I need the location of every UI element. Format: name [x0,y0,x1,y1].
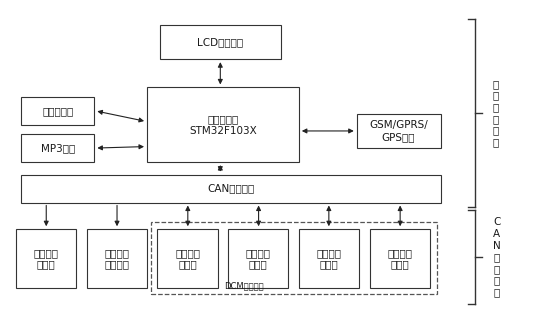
Bar [357,114,440,148]
Text: 左后门控
制节点: 左后门控 制节点 [317,248,342,270]
Bar [228,229,288,288]
Bar [21,175,440,203]
Text: CAN通信模块: CAN通信模块 [207,183,255,194]
Text: 切断油路
控制节点: 切断油路 控制节点 [104,248,129,270]
Text: 左前门控
制节点: 左前门控 制节点 [175,248,200,270]
Bar [16,229,76,288]
Text: 中
央
控
制
单
元: 中 央 控 制 单 元 [493,79,499,147]
Text: 发电机控
制节点: 发电机控 制节点 [34,248,58,270]
Bar [160,25,280,59]
Text: GSM/GPRS/
GPS模块: GSM/GPRS/ GPS模块 [369,120,428,142]
Bar [147,87,299,162]
Bar [370,229,430,288]
Text: DCM控制模块: DCM控制模块 [224,281,264,290]
Text: MP3模块: MP3模块 [41,143,75,153]
Bar [87,229,147,288]
Text: C
A
N
网
络
节
点: C A N 网 络 节 点 [493,218,501,297]
Bar [21,134,95,162]
Text: 右前门控
制节点: 右前门控 制节点 [246,248,271,270]
Text: 中央控制器
STM32F103X: 中央控制器 STM32F103X [189,114,257,135]
Text: 摄像头模块: 摄像头模块 [42,106,73,116]
Bar [157,229,218,288]
Bar [299,229,360,288]
Text: LCD显示模块: LCD显示模块 [197,37,243,47]
Bar [21,97,95,125]
Bar [151,222,437,294]
Text: 右后门控
制节点: 右后门控 制节点 [387,248,412,270]
